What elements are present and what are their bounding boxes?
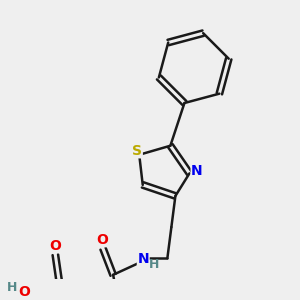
Text: N: N [191,164,203,178]
Text: O: O [50,239,61,253]
Text: O: O [18,285,30,299]
Text: S: S [132,144,142,158]
Text: H: H [7,281,17,294]
Text: O: O [96,233,108,247]
Text: H: H [149,258,160,271]
Text: N: N [137,252,149,266]
